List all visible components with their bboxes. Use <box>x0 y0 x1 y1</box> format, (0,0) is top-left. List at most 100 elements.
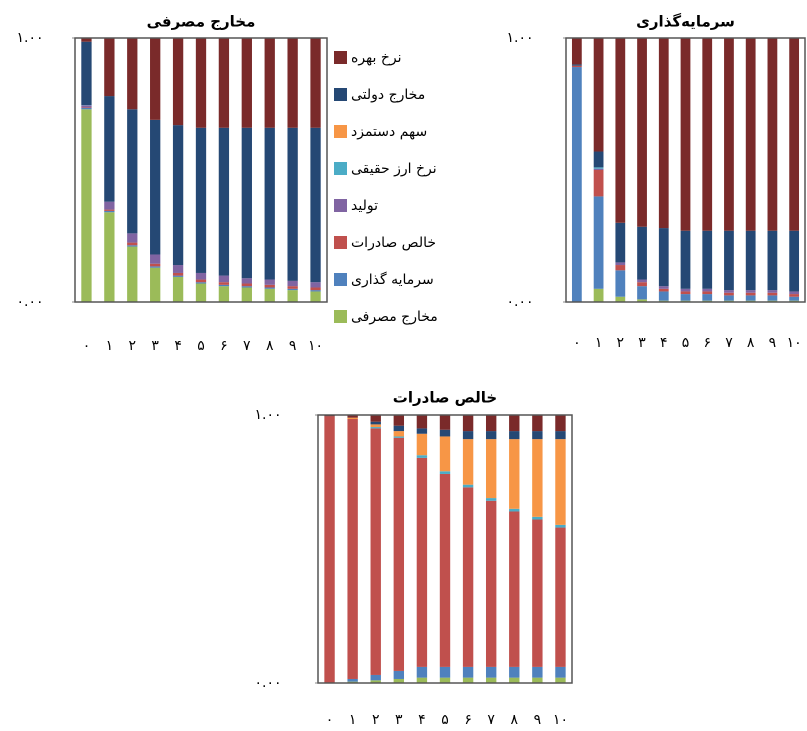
bar-segment <box>127 242 138 246</box>
bar-segment <box>287 280 298 287</box>
bar-segment <box>680 38 691 231</box>
bar-segment <box>172 38 184 126</box>
bar-segment <box>724 38 734 231</box>
plot-frame <box>317 414 573 684</box>
x-tick-label: ۱ <box>595 335 603 351</box>
bar-segment <box>702 294 713 301</box>
x-tick-label: ۷ <box>243 338 251 354</box>
bar-segment <box>532 666 543 678</box>
bar-segment <box>615 270 626 297</box>
legend-swatch <box>334 51 347 64</box>
x-tick-label: ۷ <box>725 335 733 351</box>
bar-segment <box>195 279 207 283</box>
x-tick-label: ۹ <box>289 338 297 354</box>
x-tick-label: ۵ <box>682 335 690 351</box>
bar-segment <box>767 295 778 301</box>
bar-segment <box>150 38 161 120</box>
x-tick-label: ۷ <box>487 712 495 728</box>
bar-segment <box>637 286 647 300</box>
bar-segment <box>127 233 138 243</box>
bar-segment <box>789 230 800 292</box>
bar-segment <box>637 279 647 283</box>
bar-segment <box>593 168 604 170</box>
bar-segment <box>571 38 582 65</box>
bar-segment <box>287 286 298 289</box>
bar-segment <box>127 245 138 247</box>
bar-segment <box>615 38 626 223</box>
x-tick-label: ۸ <box>266 338 274 354</box>
bar-segment <box>81 41 92 106</box>
bar-segment <box>172 265 184 273</box>
bar-segment <box>789 38 800 231</box>
bar-segment <box>310 287 321 291</box>
legend-label: نرخ بهره <box>351 50 402 66</box>
bar-segment <box>287 38 298 128</box>
bar-segment <box>370 674 381 681</box>
bar-segment <box>218 284 230 287</box>
bar-segment <box>241 286 252 288</box>
bar-segment <box>393 425 405 432</box>
bar-segment <box>370 421 381 425</box>
bar-segment <box>509 511 520 667</box>
x-tick-label: ۳ <box>638 335 646 351</box>
bar-segment <box>593 38 604 152</box>
bar-segment <box>416 455 428 458</box>
bar-segment <box>127 38 138 110</box>
bar-segment <box>462 487 474 667</box>
bar-segment <box>127 246 138 302</box>
bar-segment <box>310 38 321 128</box>
bar-segment <box>485 498 497 501</box>
y-tick-label: ۱.۰۰ <box>506 30 533 46</box>
bar-segment <box>593 196 604 289</box>
bar-segment <box>485 500 497 667</box>
bar-segment <box>104 96 115 202</box>
bar-segment <box>81 107 92 110</box>
bar-segment <box>532 519 543 667</box>
bar-segment <box>439 473 451 667</box>
bar-segment <box>416 677 428 683</box>
bar-segment <box>745 292 756 296</box>
bar-segment <box>555 431 566 440</box>
bar-segment <box>724 295 734 301</box>
bar-segment <box>462 439 474 485</box>
x-tick-label: ۱ <box>106 338 114 354</box>
x-tick-label: ۳ <box>395 712 403 728</box>
bar-segment <box>745 230 756 291</box>
x-tick-label: ۳ <box>151 338 159 354</box>
bar-segment <box>532 516 543 520</box>
x-tick-label: ۹ <box>769 335 777 351</box>
chart-title: سرمایه‌گذاری <box>636 13 735 31</box>
bar-segment <box>571 64 582 66</box>
bar-segment <box>485 439 497 499</box>
chart-title: خالص صادرات <box>393 389 497 407</box>
bar-segment <box>347 415 358 418</box>
bar-segment <box>509 415 520 432</box>
legend-swatch <box>334 310 347 323</box>
x-tick-label: ۵ <box>441 712 449 728</box>
bar-segment <box>172 275 184 277</box>
bar-segment <box>241 127 252 279</box>
bar-segment <box>462 666 474 678</box>
bar-segment <box>439 471 451 474</box>
x-tick-label: ۴ <box>418 712 426 728</box>
bar-segment <box>393 437 405 671</box>
bar-segment <box>218 275 230 283</box>
legend-swatch <box>334 273 347 286</box>
bar-segment <box>532 415 543 432</box>
legend-label: مخارج دولتی <box>351 87 425 103</box>
legend-label: نرخ ارز حقیقی <box>351 161 437 177</box>
bar-segment <box>702 230 713 289</box>
bar-segment <box>81 109 92 302</box>
x-tick-label: ۱ <box>349 712 357 728</box>
bar-segment <box>195 38 207 128</box>
bar-segment <box>264 288 275 302</box>
bar-segment <box>555 666 566 678</box>
bar-segment <box>615 296 626 302</box>
x-tick-label: ۵ <box>197 338 205 354</box>
bar-segment <box>767 292 778 296</box>
bar-segment <box>615 222 626 263</box>
bar-segment <box>310 282 321 288</box>
bar-segment <box>393 431 405 437</box>
bar-segment <box>724 230 734 291</box>
bar-segment <box>658 286 669 289</box>
